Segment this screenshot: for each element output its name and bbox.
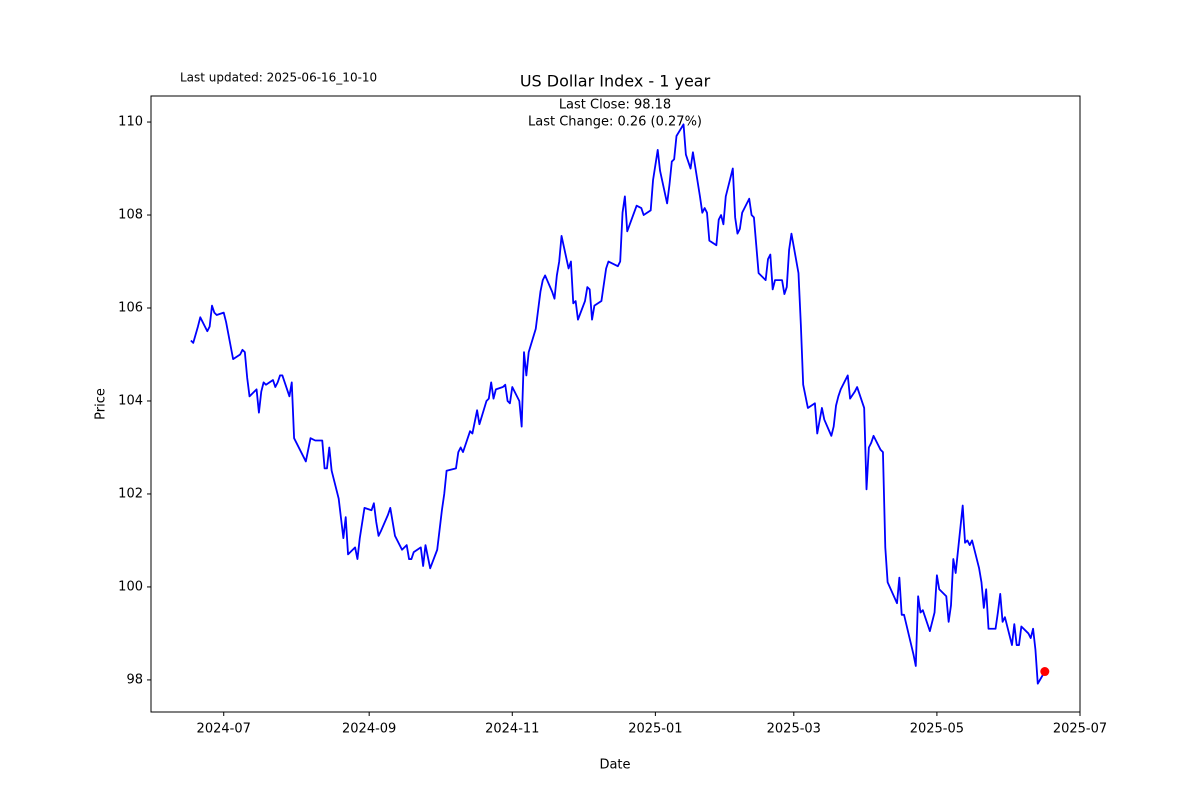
annotation: Last Close: 98.18 — [559, 98, 671, 113]
x-tick-label: 2024-09 — [342, 722, 396, 737]
x-tick-label: 2024-11 — [485, 722, 539, 737]
x-axis-label: Date — [599, 758, 630, 773]
plot-frame — [150, 95, 1081, 713]
y-tick-label: 110 — [118, 115, 143, 130]
x-tick-label: 2025-03 — [767, 722, 821, 737]
y-tick-label: 108 — [118, 208, 143, 223]
last-close-marker — [1040, 667, 1050, 677]
y-tick-label: 98 — [126, 672, 143, 687]
annotation: Last Change: 0.26 (0.27%) — [528, 115, 702, 130]
y-tick-label: 100 — [118, 579, 143, 594]
price-line — [190, 123, 1046, 685]
x-tick-label: 2025-01 — [628, 722, 682, 737]
y-tick-label: 102 — [118, 486, 143, 501]
y-axis-label: Price — [94, 388, 109, 420]
x-tick-label: 2025-05 — [910, 722, 964, 737]
chart-title: US Dollar Index - 1 year — [520, 72, 711, 91]
y-tick-label: 104 — [118, 393, 143, 408]
last-updated: Last updated: 2025-06-16_10-10 — [180, 71, 377, 85]
y-tick-label: 106 — [118, 300, 143, 315]
x-tick-label: 2024-07 — [197, 722, 251, 737]
x-tick-label: 2025-07 — [1053, 722, 1107, 737]
